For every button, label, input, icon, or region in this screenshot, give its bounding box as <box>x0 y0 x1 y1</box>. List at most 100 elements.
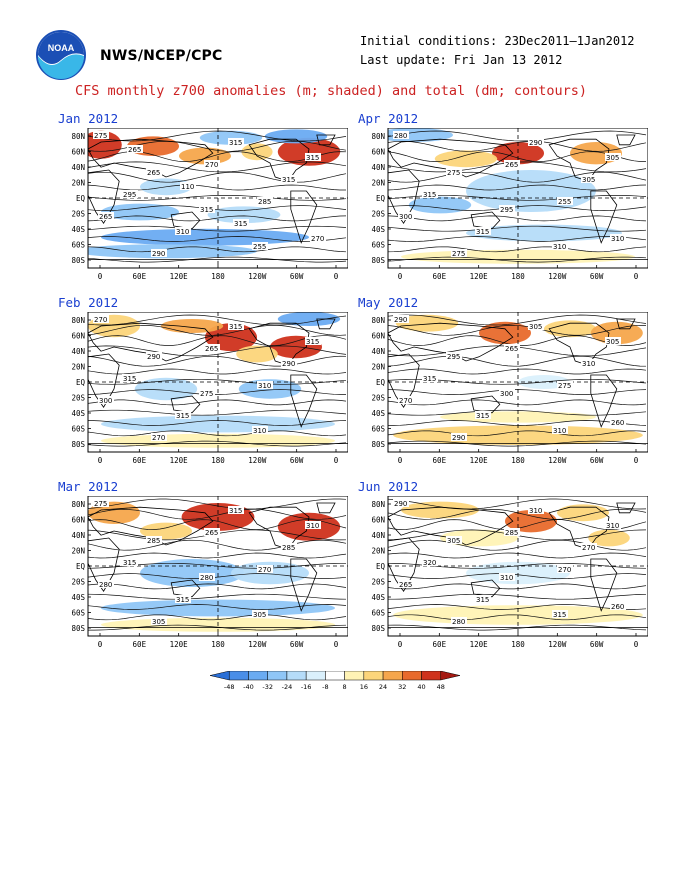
lon-label: 120E <box>470 456 489 464</box>
height-contour <box>88 205 347 211</box>
lat-label: EQ <box>376 562 386 571</box>
contour-label: 265 <box>505 161 518 169</box>
height-contour <box>88 552 347 559</box>
colorbar-tick: 32 <box>398 683 406 691</box>
contour-label: 270 <box>399 397 412 405</box>
coastline <box>88 627 348 636</box>
last-update: Last update: Fri Jan 13 2012 <box>360 53 563 67</box>
lat-label: 60S <box>371 241 385 250</box>
anomaly-region <box>236 345 278 363</box>
lon-label: 120W <box>548 272 567 280</box>
lat-label: 40N <box>71 163 85 172</box>
height-contour <box>388 205 647 211</box>
lon-label: 0 <box>634 640 639 648</box>
contour-label: 315 <box>229 507 242 515</box>
anomaly-region <box>588 529 630 547</box>
lat-label: 80N <box>371 316 385 325</box>
contour-label: 310 <box>606 522 619 530</box>
lat-label: 40S <box>71 593 85 602</box>
height-contour <box>388 314 647 326</box>
height-contour <box>388 236 647 242</box>
contour-label: 315 <box>423 375 436 383</box>
coastline <box>470 211 501 230</box>
contour-label: 270 <box>582 544 595 552</box>
lon-label: 180 <box>211 456 225 464</box>
height-contour <box>388 184 647 191</box>
lon-label: 0 <box>334 272 339 280</box>
lon-label: 180 <box>511 456 525 464</box>
height-contour <box>388 151 646 162</box>
contour-label: 295 <box>123 191 136 199</box>
lat-label: 20S <box>371 578 385 587</box>
lon-label: 120W <box>248 640 267 648</box>
contour-label: 260 <box>611 603 624 611</box>
lat-label: 20S <box>71 394 85 403</box>
lat-label: 40S <box>371 593 385 602</box>
colorbar-tick: -8 <box>322 683 328 691</box>
colorbar-tick: -16 <box>301 683 312 691</box>
coastline <box>170 579 201 598</box>
lon-label: 60W <box>290 272 304 280</box>
lat-label: 60S <box>71 425 85 434</box>
coastline <box>88 322 214 362</box>
lat-label: 20S <box>71 210 85 219</box>
map-panel-may: May 2012 290 295 300 310 305 315 315 305 310 270 2… <box>358 295 648 464</box>
coastline <box>388 138 514 178</box>
lon-label: 0 <box>98 640 103 648</box>
lon-label: 0 <box>334 640 339 648</box>
contour-label: 315 <box>423 191 436 199</box>
colorbar-tick: 48 <box>437 683 445 691</box>
height-contour <box>388 440 647 447</box>
height-contour <box>88 430 347 437</box>
coastline <box>548 506 610 550</box>
height-contour <box>388 399 647 406</box>
anomaly-region <box>277 312 341 326</box>
lon-label: 180 <box>211 640 225 648</box>
height-contour <box>88 256 347 263</box>
height-contour <box>88 420 347 426</box>
height-contour <box>88 378 347 385</box>
lon-label: 120W <box>548 456 567 464</box>
lat-label: 20N <box>71 179 85 188</box>
height-contour <box>388 171 647 183</box>
lon-label: 0 <box>634 456 639 464</box>
lat-label: 40N <box>71 347 85 356</box>
lon-label: 120W <box>248 272 267 280</box>
contour-label: 320 <box>423 559 436 567</box>
contour-label: 275 <box>94 500 107 508</box>
contour-label: 315 <box>123 559 136 567</box>
lat-label: 80N <box>71 132 85 141</box>
lon-label: 0 <box>634 272 639 280</box>
lon-label: 0 <box>98 456 103 464</box>
lon-label: 120E <box>470 272 489 280</box>
contour-label: 295 <box>500 206 513 214</box>
coastline <box>88 259 348 268</box>
colorbar-swatch <box>248 671 268 681</box>
colorbar-tick: 16 <box>360 683 368 691</box>
contour-label: 280 <box>200 574 213 582</box>
map-panel-feb: Feb 2012 270 290 275 310 315 315 315 315 290 300 2… <box>58 295 348 464</box>
lat-label: 80S <box>371 440 385 449</box>
contour-label: 310 <box>529 507 542 515</box>
figure-title: CFS monthly z700 anomalies (m; shaded) a… <box>75 83 588 99</box>
lon-label: 180 <box>211 272 225 280</box>
height-contour <box>388 215 647 222</box>
height-contour <box>388 539 647 551</box>
height-contour <box>388 355 647 367</box>
lat-label: 80N <box>71 500 85 509</box>
lat-label: 20N <box>371 547 385 556</box>
anomaly-colorbar: -48 -40 -32 -24 -16 -8 8 16 24 32 40 48 <box>209 671 461 691</box>
anomaly-region <box>401 501 479 519</box>
coastline <box>248 322 310 366</box>
height-contour <box>88 225 347 232</box>
lon-label: 120E <box>170 456 189 464</box>
contour-label: 315 <box>306 154 319 162</box>
anomaly-region <box>101 228 309 246</box>
lon-label: 60E <box>133 272 147 280</box>
anomaly-region <box>88 244 257 259</box>
contour-label: 255 <box>253 243 266 251</box>
contour-label: 310 <box>258 382 271 390</box>
contour-label: 305 <box>447 537 460 545</box>
anomaly-region <box>388 128 453 142</box>
coastline <box>290 374 318 428</box>
